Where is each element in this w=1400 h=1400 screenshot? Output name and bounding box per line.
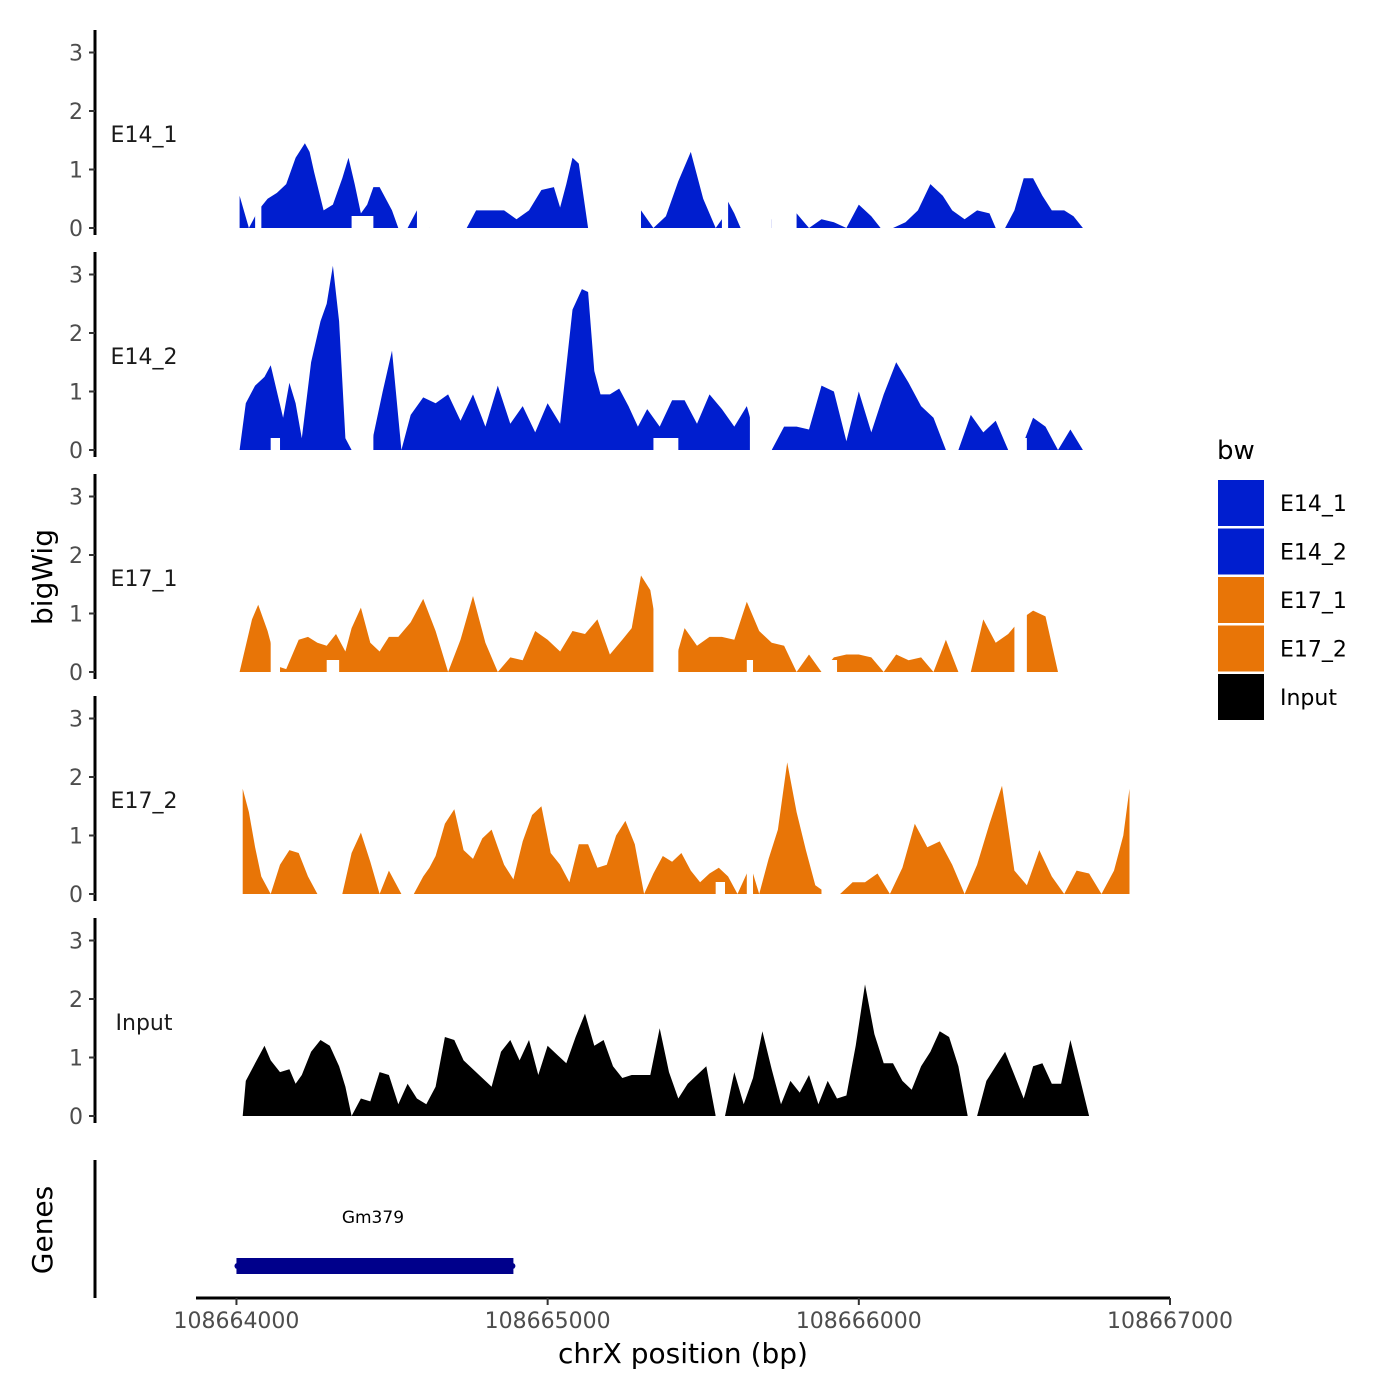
coverage-gap — [771, 0, 797, 229]
legend-label: E14_2 — [1280, 541, 1347, 566]
coverage-gap — [653, 438, 679, 673]
track-label: E17_2 — [111, 789, 178, 814]
y-tick-label: 2 — [69, 544, 83, 569]
x-tick-label: 108665000 — [485, 1309, 611, 1334]
gene-label: Gm379 — [342, 1208, 404, 1228]
coverage-gap — [1014, 438, 1027, 673]
x-tick-label: 108664000 — [173, 1309, 299, 1334]
track-E17_1: 0 1 2 3 E17_1 — [69, 438, 1130, 686]
track-label: E14_1 — [111, 123, 178, 148]
coverage-gap — [326, 660, 340, 895]
track-label: E14_2 — [111, 345, 178, 370]
y-tick-label: 1 — [69, 1047, 83, 1072]
legend-label: E14_1 — [1280, 492, 1347, 517]
y-tick-label: 2 — [69, 322, 83, 347]
coverage-gap — [715, 882, 726, 1117]
coverage-gap — [597, 0, 641, 229]
y-tick-label: 1 — [69, 825, 83, 850]
legend: bw E14_1 E14_2 E17_1 E17_2 Input — [1217, 436, 1347, 720]
legend-label: Input — [1280, 686, 1337, 711]
coverage-area-E17_1 — [239, 575, 1130, 672]
coverage-gap — [351, 216, 374, 451]
legend-swatch — [1218, 577, 1264, 623]
legend-item-E17_2: E17_2 — [1218, 625, 1347, 672]
y-tick-label: 2 — [69, 988, 83, 1013]
track-label: Input — [116, 1011, 173, 1036]
coverage-area-E14_1 — [239, 143, 1121, 228]
y-tick-label: 0 — [69, 439, 83, 464]
coverage-gap — [255, 0, 262, 229]
y-axis-title: bigWig — [26, 529, 59, 625]
legend-item-Input: Input — [1218, 674, 1337, 720]
y-tick-label: 3 — [69, 930, 83, 955]
legend-item-E17_1: E17_1 — [1218, 577, 1347, 623]
legend-swatch — [1218, 625, 1264, 672]
coverage-tracks: 0 1 2 3 E14_1 0 1 2 3 E14_2 0 1 2 3 E17_1 0 1 2 3 E17_2 0 1 2 3… — [69, 0, 1130, 1130]
track-Input: 0 1 2 3 Input — [69, 882, 1130, 1130]
coverage-gap — [821, 660, 838, 895]
y-tick-label: 1 — [69, 381, 83, 406]
coverage-area-Input — [242, 984, 1130, 1116]
y-tick-label: 3 — [69, 486, 83, 511]
legend-swatch — [1218, 674, 1264, 720]
legend-item-E14_1: E14_1 — [1218, 480, 1347, 526]
x-axis-title: chrX position (bp) — [558, 1337, 808, 1370]
legend-label: E17_1 — [1280, 589, 1347, 614]
gene-body — [236, 1258, 514, 1274]
y-tick-label: 3 — [69, 264, 83, 289]
gene-start-cap — [234, 1263, 241, 1269]
gene-Gm379: Gm379 — [234, 1208, 516, 1274]
coverage-gap — [416, 0, 430, 229]
y-tick-label: 3 — [69, 42, 83, 67]
coverage-gap — [721, 0, 729, 229]
y-tick-label: 2 — [69, 100, 83, 125]
y-tick-label: 1 — [69, 603, 83, 628]
y-tick-label: 1 — [69, 159, 83, 184]
y-tick-label: 2 — [69, 766, 83, 791]
coverage-gap — [749, 216, 772, 451]
y-tick-label: 0 — [69, 217, 83, 242]
track-label: E17_1 — [111, 567, 178, 592]
y-tick-label: 3 — [69, 708, 83, 733]
y-tick-label: 0 — [69, 661, 83, 686]
legend-swatch — [1218, 528, 1264, 575]
coverage-gap — [746, 660, 754, 895]
y-tick-label: 0 — [69, 883, 83, 908]
legend-item-E14_2: E14_2 — [1218, 528, 1347, 575]
y-tick-label: 0 — [69, 1105, 83, 1130]
track-E14_2: 0 1 2 3 E14_2 — [69, 216, 1130, 464]
track-E14_1: 0 1 2 3 E14_1 — [69, 0, 1121, 242]
genes-axis-title: Genes — [26, 1186, 59, 1274]
track-E17_2: 0 1 2 3 E17_2 — [69, 660, 1130, 908]
legend-swatch — [1218, 480, 1264, 526]
genes-panel: Gm379 — [93, 1160, 516, 1298]
coverage-gap — [270, 438, 281, 673]
legend-title: bw — [1217, 436, 1255, 466]
x-tick-label: 108666000 — [796, 1309, 922, 1334]
legend-label: E17_2 — [1280, 638, 1347, 663]
x-tick-label: 108667000 — [1107, 1309, 1233, 1334]
coverage-area-E17_2 — [242, 762, 1130, 894]
gene-end-cap — [509, 1263, 516, 1269]
x-axis: 108664000 108665000 108666000 108667000 — [173, 1296, 1233, 1334]
coverage-area-E14_2 — [239, 265, 1130, 450]
